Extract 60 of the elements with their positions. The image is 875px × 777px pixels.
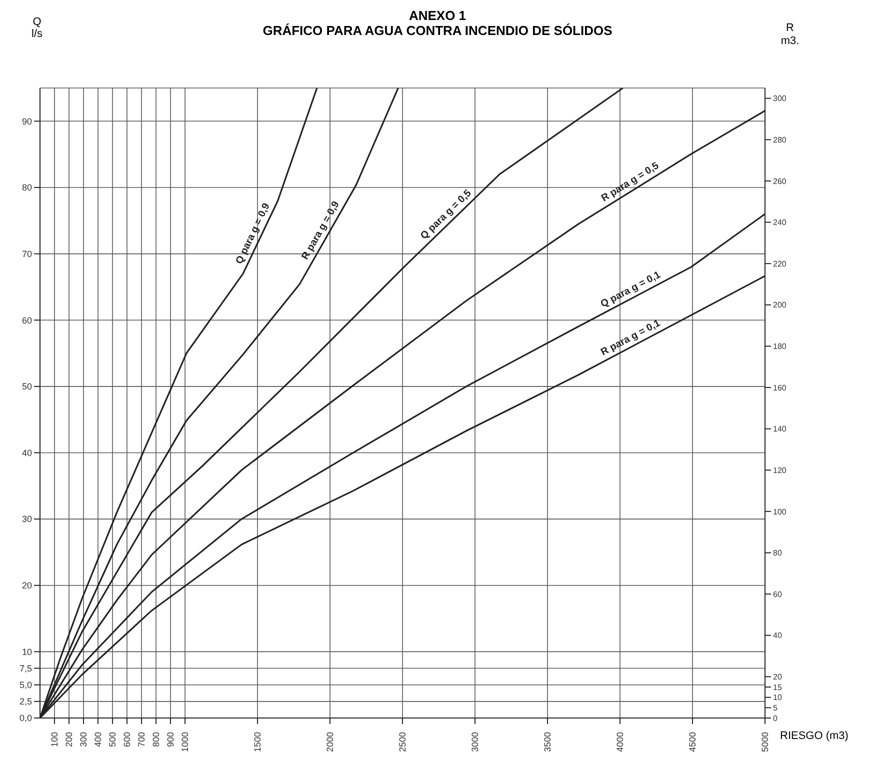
x-tick-label: 3000 xyxy=(470,732,480,752)
y-tick-label: 20 xyxy=(22,580,32,591)
x-tick-label: 1000 xyxy=(180,732,190,752)
text: R para g = 0,1 xyxy=(599,318,663,358)
x-tick-label: 4500 xyxy=(688,732,698,752)
y-tick-label: 5,0 xyxy=(19,680,32,690)
y2-tick-label: 15 xyxy=(773,682,782,692)
x-tick-label: 3500 xyxy=(542,732,552,752)
y-tick-label: 50 xyxy=(22,382,32,392)
y-tick-label: 7,5 xyxy=(19,663,32,674)
y2-axis-title: R m3. xyxy=(780,22,800,48)
y2-tick-label: 240 xyxy=(773,218,787,228)
y2-tick-label: 280 xyxy=(773,135,787,144)
y2-tick-label: 120 xyxy=(773,466,787,475)
y2-tick-label: 300 xyxy=(773,94,787,104)
text: Q para g = 0,1 xyxy=(599,269,663,310)
x-tick-label: 900 xyxy=(166,732,176,748)
text: R para g = 0,5 xyxy=(600,160,662,204)
y-axis-title: Q l/s xyxy=(30,16,44,40)
y2-tick-label: 260 xyxy=(773,176,787,186)
y2-tick-label: 180 xyxy=(773,342,787,352)
y2-tick-label: 10 xyxy=(773,693,782,702)
y2-tick-label: 140 xyxy=(773,424,787,434)
x-tick-label: 600 xyxy=(122,732,132,748)
x-tick-label: 800 xyxy=(151,732,161,748)
y-tick-label: 70 xyxy=(22,248,32,259)
x-tick-label: 200 xyxy=(64,732,74,748)
y2-tick-label: 100 xyxy=(773,507,787,516)
x-tick-label: 2500 xyxy=(398,732,408,752)
y-tick-label: 30 xyxy=(22,514,32,524)
x-tick-label: 2000 xyxy=(325,732,335,752)
x-tick-label: 700 xyxy=(136,732,146,748)
y2-tick-label: 5 xyxy=(773,704,778,713)
y-tick-label: 2,5 xyxy=(19,696,32,707)
y-tick-label: 10 xyxy=(22,646,32,657)
y2-tick-label: 40 xyxy=(773,631,782,640)
y-tick-label: 60 xyxy=(22,315,32,326)
y-tick-label: 90 xyxy=(22,116,32,126)
y2-tick-label: 0 xyxy=(773,714,778,723)
x-axis-title: RIESGO (m3) xyxy=(780,730,848,742)
x-tick-label: 5000 xyxy=(760,732,770,752)
y-tick-label: 40 xyxy=(22,448,32,458)
x-tick-label: 500 xyxy=(108,732,118,748)
x-tick-label: 100 xyxy=(50,732,60,748)
chart-subtitle: GRÁFICO PARA AGUA CONTRA INCENDIO DE SÓLIDOS xyxy=(262,23,612,38)
y-tick-label: 0,0 xyxy=(19,713,32,724)
y2-tick-label: 200 xyxy=(773,300,787,310)
text: Q para g = 0,9 xyxy=(234,201,273,266)
y2-tick-label: 160 xyxy=(773,383,787,392)
y-tick-label: 80 xyxy=(22,182,32,193)
y2-tick-label: 220 xyxy=(773,259,787,268)
y2-tick-label: 80 xyxy=(773,548,782,558)
x-tick-label: 4000 xyxy=(615,732,625,752)
x-tick-label: 300 xyxy=(78,732,88,748)
chart-title: ANEXO 1 xyxy=(408,8,466,23)
y2-tick-label: 20 xyxy=(773,672,782,682)
text: R para g = 0,9 xyxy=(300,199,342,262)
y2-tick-label: 60 xyxy=(773,590,782,599)
x-tick-label: 1500 xyxy=(252,732,262,752)
x-tick-label: 400 xyxy=(93,732,103,748)
